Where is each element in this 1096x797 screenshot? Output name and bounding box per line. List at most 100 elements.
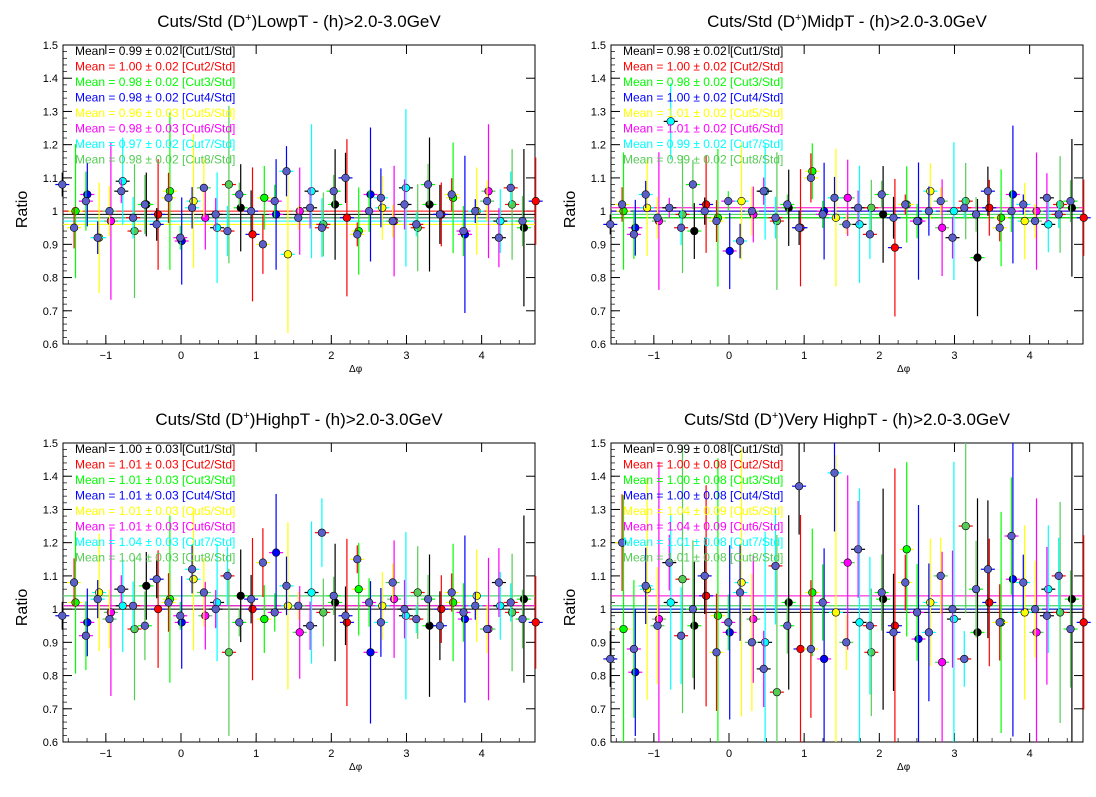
data-point	[199, 183, 208, 192]
data-point	[631, 668, 640, 677]
y-tick-label: 1	[600, 206, 606, 218]
chart-title: Cuts/Std (D+)LowpT - (h)>2.0-3.0GeV	[157, 12, 441, 31]
x-tick-label: 3	[403, 748, 409, 760]
data-point	[865, 621, 874, 630]
y-tick-label: 1.2	[591, 538, 606, 550]
data-point	[747, 638, 756, 647]
chart-panel-2: Cuts/Std (D+)MidpT - (h)>2.0-3.0GeV 0.6 0.…	[562, 12, 1091, 375]
legend-entry-cut2: Mean = 1.00 ± 0.02 [Cut2/Std]	[75, 60, 235, 74]
chart-title-main: Cuts/Std (D	[155, 410, 243, 429]
data-point	[176, 611, 185, 620]
data-point	[69, 223, 79, 232]
data-point	[531, 618, 540, 627]
data-point	[423, 180, 433, 189]
data-point	[735, 236, 745, 246]
y-tick-label: 1.5	[43, 40, 58, 52]
data-point	[105, 207, 114, 216]
data-point	[724, 197, 733, 206]
legend-entry-cut4: Mean = 1.00 ± 0.08 [Cut4/Std]	[623, 489, 783, 503]
legend-entry-cut8: Mean = 0.99 ± 0.02 [Cut8/Std]	[623, 153, 783, 167]
y-tick-label: 0.6	[591, 339, 606, 351]
legend-entry-cut2: Mean = 1.00 ± 0.08 [Cut2/Std]	[623, 458, 783, 472]
data-point	[971, 585, 981, 594]
data-point	[830, 193, 839, 202]
data-point	[223, 226, 232, 236]
data-point	[177, 618, 186, 627]
legend-entry-cut4: Mean = 1.01 ± 0.03 [Cut4/Std]	[75, 489, 235, 503]
legend-entry-cut5: Mean = 1.01 ± 0.02 [Cut5/Std]	[623, 106, 783, 120]
data-point	[842, 220, 851, 229]
data-point	[902, 545, 911, 554]
data-point	[619, 207, 628, 216]
data-point	[985, 203, 994, 212]
data-point	[401, 183, 411, 192]
data-point	[1020, 608, 1029, 617]
x-tick-label: 3	[403, 350, 409, 362]
data-point	[447, 588, 456, 597]
data-point	[643, 203, 652, 212]
data-point	[1008, 575, 1018, 584]
data-point	[737, 197, 746, 206]
data-point	[747, 207, 756, 216]
chart-panel-3: Cuts/Std (D+)HighpT - (h)>2.0-3.0GeV 0.6 0…	[14, 410, 543, 773]
legend-entry-cut7: Mean = 0.99 ± 0.02 [Cut7/Std]	[623, 137, 783, 151]
x-tick-label: 4	[1027, 350, 1033, 362]
data-point	[482, 624, 492, 634]
data-point	[889, 628, 898, 637]
data-point	[1032, 628, 1041, 637]
data-point	[154, 605, 163, 614]
data-point	[164, 598, 173, 607]
data-point	[341, 173, 350, 182]
data-point	[1044, 220, 1053, 229]
data-point	[354, 585, 363, 594]
y-tick-label: 0.8	[43, 671, 58, 683]
y-tick-label: 1.5	[591, 438, 606, 450]
x-tick-label: 2	[328, 748, 334, 760]
data-point	[606, 220, 615, 229]
data-point	[81, 631, 90, 640]
data-point	[117, 187, 126, 196]
data-point	[435, 210, 444, 219]
x-tick-label: 0	[726, 350, 732, 362]
data-point	[853, 545, 863, 554]
data-point	[818, 210, 827, 219]
data-point	[1056, 200, 1065, 209]
data-point	[808, 167, 817, 176]
legend-entry-cut2: Mean = 1.01 ± 0.03 [Cut2/Std]	[75, 458, 235, 472]
data-point	[472, 591, 481, 600]
data-point	[272, 548, 281, 557]
data-point	[412, 220, 421, 229]
x-axis-label: Δφ	[349, 364, 363, 375]
data-point	[199, 588, 208, 597]
data-point	[388, 578, 397, 587]
data-point	[71, 207, 80, 216]
data-point	[877, 588, 886, 597]
data-point	[400, 605, 409, 614]
data-point	[983, 187, 992, 196]
legend-entry-cut1: Mean = 0.99 ± 0.02 [Cut1/Std]	[75, 44, 235, 58]
data-point	[519, 223, 529, 232]
data-point	[376, 618, 385, 627]
data-point	[772, 688, 782, 697]
data-point	[1079, 213, 1088, 222]
data-point	[796, 644, 805, 654]
data-point	[317, 528, 326, 537]
x-tick-label: 1	[253, 748, 259, 760]
data-point	[631, 223, 640, 232]
data-point	[236, 203, 245, 212]
data-point	[128, 213, 138, 222]
data-point	[460, 614, 470, 624]
data-point	[305, 203, 315, 212]
data-point	[165, 187, 175, 196]
data-point	[331, 200, 340, 209]
data-point	[130, 624, 139, 634]
legend-entry-cut5: Mean = 1.04 ± 0.09 [Cut5/Std]	[623, 504, 783, 518]
legend-entry-cut6: Mean = 1.01 ± 0.03 [Cut6/Std]	[75, 520, 235, 534]
legend-entry-cut8: Mean = 1.01 ± 0.08 [Cut8/Std]	[623, 551, 783, 565]
data-point	[890, 621, 900, 630]
data-point	[142, 581, 151, 590]
data-point	[282, 581, 291, 590]
chart-panel-1: Cuts/Std (D+)LowpT - (h)>2.0-3.0GeV 0.6 0.…	[14, 12, 543, 375]
data-point	[666, 117, 675, 126]
data-point	[187, 565, 197, 574]
